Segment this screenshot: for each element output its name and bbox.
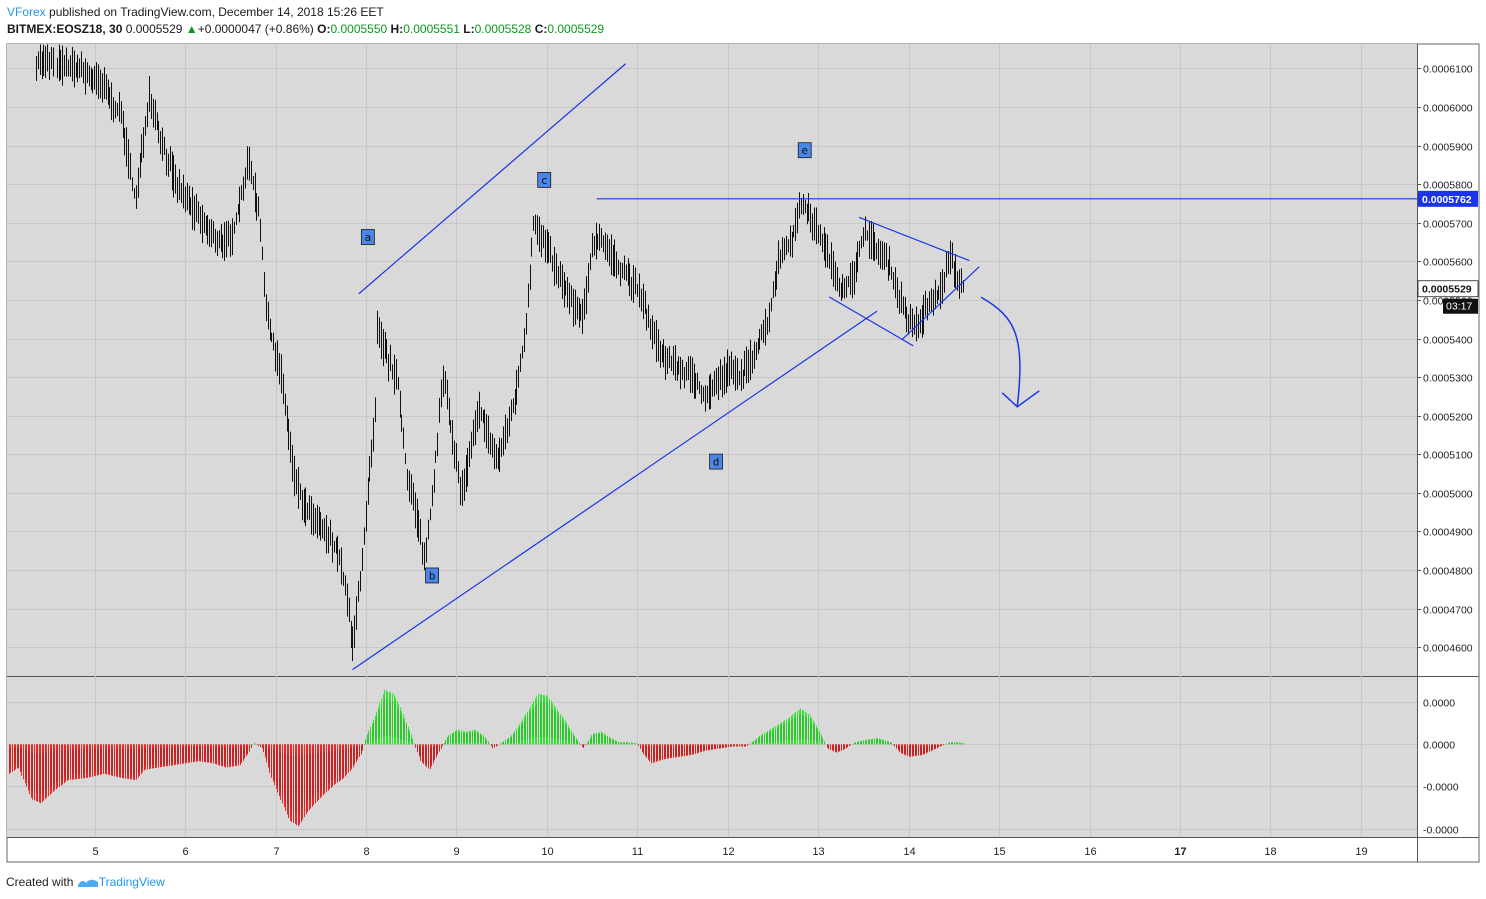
published-text: published on TradingView.com, December 1… bbox=[49, 5, 384, 19]
close-label: C: bbox=[534, 22, 548, 36]
osc-y-tick-label: -0.0000 bbox=[1423, 782, 1459, 794]
low-value: 0.0005528 bbox=[474, 22, 532, 36]
tradingview-logo-icon bbox=[77, 879, 98, 887]
low-label: L: bbox=[463, 22, 475, 36]
last-price-badge bbox=[1417, 280, 1479, 298]
y-tick-label: 0.0005100 bbox=[1423, 450, 1473, 462]
osc-y-tick-label: -0.0000 bbox=[1423, 825, 1459, 837]
wave-label-d: d bbox=[713, 456, 720, 469]
price-change: +0.0000047 (+0.86%) bbox=[197, 22, 314, 36]
level-price-badge bbox=[1418, 190, 1478, 207]
countdown-badge bbox=[1443, 298, 1478, 314]
y-tick-label: 0.0004700 bbox=[1423, 605, 1473, 617]
projection-arrow-head[interactable] bbox=[1001, 390, 1040, 408]
osc-y-tick-label: 0.0000 bbox=[1423, 740, 1455, 752]
x-tick-label: 8 bbox=[363, 846, 369, 858]
trendline[interactable] bbox=[828, 296, 914, 347]
up-arrow-icon: ▲ bbox=[185, 22, 198, 36]
wave-label-box[interactable] bbox=[537, 172, 552, 188]
x-tick-label: 13 bbox=[812, 846, 824, 858]
y-tick-label: 0.0006000 bbox=[1423, 103, 1473, 115]
x-tick-label: 17 bbox=[1174, 846, 1186, 858]
trendline[interactable] bbox=[901, 266, 980, 340]
x-tick-label: 12 bbox=[722, 846, 734, 858]
wave-label-a: a bbox=[365, 231, 372, 244]
wave-label-box[interactable] bbox=[797, 142, 812, 159]
author-link[interactable]: VForex bbox=[7, 5, 46, 19]
publish-line: VForex published on TradingView.com, Dec… bbox=[7, 5, 384, 19]
tradingview-brand-link[interactable]: TradingView bbox=[98, 875, 165, 889]
symbol-label[interactable]: BITMEX:EOSZ18, 30 bbox=[7, 22, 123, 36]
y-tick-label: 0.0005700 bbox=[1423, 219, 1473, 231]
y-tick-label: 0.0005400 bbox=[1423, 335, 1473, 347]
footer: Created with TradingView bbox=[6, 874, 165, 889]
high-label: H: bbox=[390, 22, 404, 36]
y-tick-label: 0.0004900 bbox=[1423, 527, 1473, 539]
wave-label-box[interactable] bbox=[709, 453, 723, 470]
symbol-legend: BITMEX:EOSZ18, 30 0.0005529 ▲+0.0000047 … bbox=[7, 22, 604, 36]
x-tick-label: 11 bbox=[632, 846, 643, 858]
last-price-label: 0.0005529 bbox=[1422, 284, 1472, 296]
x-tick-label: 19 bbox=[1355, 846, 1367, 858]
x-tick-label: 18 bbox=[1264, 846, 1276, 858]
wave-label-box[interactable] bbox=[425, 567, 439, 584]
open-label: O: bbox=[317, 22, 331, 36]
trendline[interactable] bbox=[858, 216, 970, 262]
wave-label-c: c bbox=[541, 174, 548, 187]
osc-y-tick-label: 0.0000 bbox=[1423, 698, 1455, 710]
y-tick-label: 0.0006100 bbox=[1423, 64, 1473, 76]
y-tick-label: 0.0005900 bbox=[1423, 142, 1473, 154]
x-tick-label: 14 bbox=[903, 846, 915, 858]
y-tick-label: 0.0005300 bbox=[1423, 373, 1473, 385]
x-tick-label: 10 bbox=[541, 846, 553, 858]
last-price: 0.0005529 bbox=[125, 22, 183, 36]
x-tick-label: 5 bbox=[92, 846, 98, 858]
created-with-text: Created with bbox=[6, 875, 74, 889]
price-pane[interactable] bbox=[7, 44, 1417, 676]
countdown-label: 03:17 bbox=[1446, 301, 1472, 313]
open-value: 0.0005550 bbox=[330, 22, 388, 36]
trendline[interactable] bbox=[352, 310, 878, 671]
x-tick-label: 7 bbox=[273, 846, 279, 858]
y-tick-label: 0.0005000 bbox=[1423, 489, 1473, 501]
x-tick-label: 15 bbox=[993, 846, 1005, 858]
x-tick-label: 16 bbox=[1084, 846, 1096, 858]
y-tick-label: 0.0005200 bbox=[1423, 412, 1473, 424]
wave-label-box[interactable] bbox=[360, 229, 375, 245]
wave-label-b: b bbox=[429, 569, 436, 582]
y-tick-label: 0.0004600 bbox=[1423, 643, 1473, 655]
projection-arrow-curve[interactable] bbox=[980, 296, 1021, 407]
x-tick-label: 9 bbox=[453, 846, 459, 858]
high-value: 0.0005551 bbox=[403, 22, 460, 36]
y-tick-label: 0.0005600 bbox=[1423, 257, 1473, 269]
trendline[interactable] bbox=[358, 63, 627, 295]
close-value: 0.0005529 bbox=[547, 22, 605, 36]
x-tick-label: 6 bbox=[182, 846, 188, 858]
wave-label-e: e bbox=[801, 144, 808, 157]
y-tick-label: 0.0004800 bbox=[1423, 566, 1473, 578]
level-price-label: 0.0005762 bbox=[1422, 194, 1472, 206]
y-tick-label: 0.0005800 bbox=[1423, 180, 1473, 192]
